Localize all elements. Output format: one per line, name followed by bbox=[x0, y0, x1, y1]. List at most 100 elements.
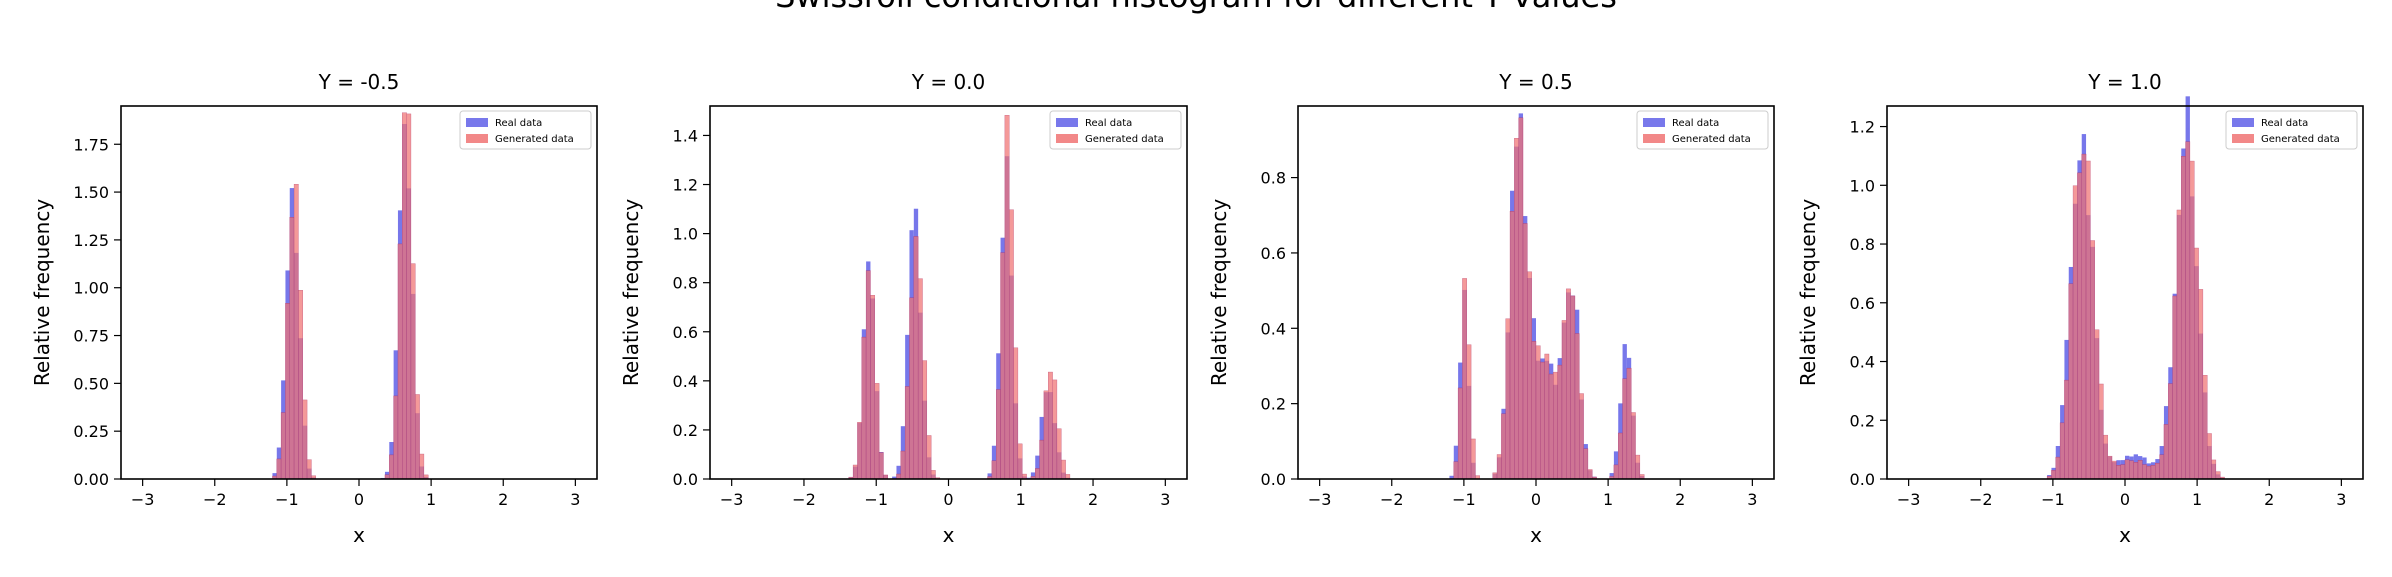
legend-swatch-generated bbox=[1056, 134, 1078, 143]
generated-data-bar bbox=[1557, 364, 1563, 480]
generated-data-bar bbox=[1574, 333, 1580, 480]
generated-data-bar bbox=[419, 453, 425, 480]
y-axis-label: Relative frequency bbox=[1796, 199, 1820, 386]
x-tick-label: 0 bbox=[2120, 490, 2130, 509]
x-tick-label: 3 bbox=[570, 490, 580, 509]
generated-data-bar bbox=[2207, 433, 2212, 480]
legend-label-generated: Generated data bbox=[1672, 134, 1751, 145]
x-tick-label: 2 bbox=[498, 490, 508, 509]
generated-data-bar bbox=[2159, 454, 2165, 480]
x-tick-label: −1 bbox=[275, 490, 299, 509]
y-tick-label: 0.6 bbox=[673, 323, 698, 342]
generated-data-bar bbox=[1531, 341, 1537, 480]
generated-data-bar bbox=[2211, 459, 2217, 480]
generated-data-bar bbox=[1505, 318, 1511, 480]
x-tick-label: −1 bbox=[1452, 490, 1476, 509]
generated-data-bar bbox=[861, 336, 867, 480]
x-tick-label: 3 bbox=[1160, 490, 1170, 509]
y-tick-label: 0.75 bbox=[73, 327, 109, 346]
generated-data-bar bbox=[1009, 209, 1014, 480]
x-tick-label: 1 bbox=[1016, 490, 1026, 509]
generated-data-bar bbox=[306, 459, 312, 480]
generated-data-bar bbox=[1501, 413, 1506, 480]
generated-data-bar bbox=[1626, 367, 1632, 480]
generated-data-bar bbox=[2059, 422, 2065, 480]
x-tick-label: 1 bbox=[2192, 490, 2202, 509]
generated-data-bar bbox=[1457, 387, 1463, 480]
y-tick-label: 0.2 bbox=[1850, 411, 1875, 430]
generated-data-bar bbox=[2133, 462, 2139, 480]
generated-data-bar bbox=[402, 112, 407, 480]
generated-data-bar bbox=[909, 297, 915, 480]
generated-data-bar bbox=[930, 470, 936, 480]
generated-data-bar bbox=[1470, 438, 1476, 480]
y-tick-label: 0.0 bbox=[1261, 470, 1286, 489]
generated-data-bars bbox=[848, 115, 1071, 480]
generated-data-bar bbox=[2077, 172, 2082, 480]
generated-data-bar bbox=[2194, 247, 2199, 480]
generated-data-bar bbox=[1000, 252, 1006, 480]
generated-data-bar bbox=[1518, 117, 1524, 480]
legend: Real data Generated data bbox=[459, 110, 592, 150]
generated-data-bar bbox=[1466, 344, 1472, 480]
legend-label-real: Real data bbox=[1672, 118, 1719, 129]
chart-title: Y = 0.0 bbox=[911, 70, 986, 94]
generated-data-bar bbox=[1514, 138, 1519, 480]
generated-data-bar bbox=[1453, 461, 1459, 480]
generated-data-bar bbox=[1570, 295, 1576, 480]
generated-data-bar bbox=[2055, 456, 2061, 480]
y-tick-label: 1.0 bbox=[1850, 176, 1875, 195]
generated-data-bar bbox=[2181, 155, 2186, 480]
generated-data-bar bbox=[1618, 432, 1623, 480]
generated-data-bar bbox=[1039, 439, 1045, 480]
generated-data-bar bbox=[2120, 464, 2126, 480]
x-tick-label: 2 bbox=[1675, 490, 1685, 509]
generated-data-bar bbox=[1583, 448, 1589, 480]
chart-panel: −3 −2 −1 0 1 2 3 0.00 0.25 0.50 0.75 1.00 1.25 1.50 1.… bbox=[30, 70, 598, 547]
real-data-bar bbox=[1035, 455, 1040, 479]
y-tick-label: 0.00 bbox=[73, 470, 109, 489]
generated-data-bar bbox=[1566, 288, 1571, 480]
generated-data-bar bbox=[1579, 393, 1584, 480]
y-tick-label: 0.2 bbox=[1261, 395, 1286, 414]
generated-data-bar bbox=[2094, 329, 2100, 480]
generated-data-bar bbox=[2137, 460, 2143, 480]
y-tick-label: 1.25 bbox=[73, 231, 109, 250]
y-tick-label: 1.2 bbox=[1850, 118, 1875, 137]
generated-data-bar bbox=[2168, 383, 2173, 480]
y-tick-label: 0.50 bbox=[73, 374, 109, 393]
generated-data-bar bbox=[917, 278, 923, 480]
generated-data-bar bbox=[2189, 160, 2195, 480]
real-data-bar bbox=[1030, 472, 1036, 479]
generated-data-bar bbox=[1561, 320, 1567, 480]
y-tick-label: 1.00 bbox=[73, 279, 109, 298]
generated-data-bar bbox=[1527, 271, 1532, 480]
y-tick-label: 0.8 bbox=[673, 274, 698, 293]
x-axis-label: x bbox=[2119, 523, 2131, 547]
generated-data-bar bbox=[2051, 470, 2056, 480]
generated-data-bar bbox=[1052, 379, 1058, 480]
x-tick-label: −1 bbox=[2041, 490, 2065, 509]
real-data-bar bbox=[1609, 473, 1614, 479]
generated-data-bar bbox=[1630, 412, 1636, 480]
generated-data-bar bbox=[1622, 378, 1628, 480]
chart-panel: −3 −2 −1 0 1 2 3 0.0 0.2 0.4 0.6 0.8 Y = 0.5 x Relativ… bbox=[1207, 70, 1775, 547]
legend-box bbox=[2225, 110, 2358, 150]
generated-data-bar bbox=[904, 386, 910, 480]
generated-data-bar bbox=[996, 389, 1001, 480]
generated-data-bar bbox=[2198, 289, 2204, 480]
chart-title: Y = 1.0 bbox=[2087, 70, 2162, 94]
legend-label-real: Real data bbox=[2261, 118, 2308, 129]
generated-data-bar bbox=[2215, 471, 2221, 480]
generated-data-bar bbox=[2064, 379, 2069, 480]
legend-swatch-real bbox=[2232, 118, 2254, 127]
generated-data-bar bbox=[1548, 373, 1554, 480]
generated-data-bar bbox=[2124, 459, 2130, 480]
axes-frame bbox=[709, 105, 1188, 480]
generated-data-bar bbox=[2072, 185, 2078, 480]
generated-data-bar bbox=[389, 454, 394, 480]
generated-data-bar bbox=[276, 458, 282, 480]
x-axis-label: x bbox=[943, 523, 955, 547]
generated-data-bar bbox=[2111, 460, 2117, 480]
y-tick-label: 1.2 bbox=[673, 176, 698, 195]
